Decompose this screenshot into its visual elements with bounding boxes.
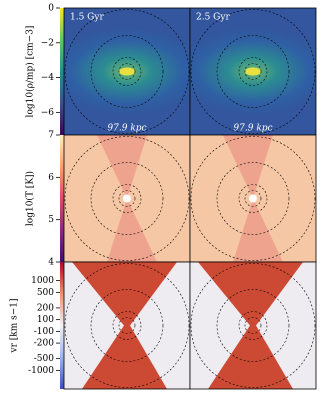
scale-label: 97.9 kpc (107, 124, 146, 134)
dashed-circle (112, 311, 142, 340)
y-tick-label: 500 (37, 288, 54, 298)
y-tick-label: −6 (41, 108, 55, 118)
y-axis-label: vr [km s−1] (10, 298, 20, 353)
dashed-circle (90, 35, 164, 108)
y-tick-label: 5 (48, 215, 54, 225)
colorbar (60, 262, 64, 389)
map-feature (233, 198, 283, 262)
y-axis-label: log10(ρ/mp) [cm−3] (25, 26, 36, 118)
dashed-circle (238, 311, 268, 340)
map-feature (245, 67, 261, 76)
colorbar (60, 135, 64, 262)
y-tick-label: -500 (34, 354, 54, 364)
colorbar (60, 8, 64, 135)
map-panel (64, 8, 190, 135)
dashed-circle (190, 263, 316, 388)
y-tick-label: -1000 (28, 366, 54, 376)
dashed-circle (244, 190, 262, 207)
time-label: 2.5 Gyr (196, 13, 230, 23)
map-feature (119, 67, 135, 76)
dashed-circle (112, 57, 142, 86)
map-feature (72, 262, 177, 326)
map-feature (107, 198, 157, 262)
map-feature (97, 135, 147, 199)
map-feature (123, 194, 131, 203)
map-panel (190, 8, 316, 135)
dashed-circle (238, 57, 268, 86)
y-tick-label: -100 (34, 327, 54, 337)
map-feature (223, 135, 273, 199)
y-tick-label: -200 (34, 339, 54, 349)
map-panel (64, 135, 190, 262)
map-feature (208, 325, 293, 389)
y-tick-label: 6 (48, 173, 54, 183)
map-feature (198, 262, 303, 326)
map-feature (249, 194, 257, 203)
dashed-circle (190, 136, 316, 261)
time-label: 1.5 Gyr (70, 13, 104, 23)
dashed-circle (216, 162, 290, 235)
dashed-circle (216, 35, 290, 108)
y-tick-label: 200 (37, 303, 54, 313)
y-tick-label: 4 (48, 258, 54, 268)
panel-frame (189, 261, 317, 390)
map-panel (64, 262, 190, 389)
dashed-circle (190, 9, 316, 134)
y-tick-label: −2 (41, 38, 54, 48)
map-feature (82, 325, 167, 389)
dashed-circle (90, 162, 164, 235)
y-tick-label: 7 (48, 131, 54, 141)
y-tick-label: 0 (48, 4, 54, 14)
dashed-circle (64, 9, 190, 134)
dashed-circle (244, 317, 262, 334)
dashed-circle (216, 289, 290, 362)
y-tick-label: 1000 (31, 276, 54, 286)
map-panel (190, 135, 316, 262)
dashed-circle (244, 63, 262, 80)
dashed-circle (90, 289, 164, 362)
dashed-circle (112, 184, 142, 213)
dashed-circle (238, 184, 268, 213)
y-axis-label: log10(T [K]) (25, 171, 36, 226)
y-tick-label: −4 (41, 73, 55, 83)
dashed-circle (64, 136, 190, 261)
map-panel (190, 262, 316, 389)
dashed-circle (118, 190, 136, 207)
dashed-circle (118, 317, 136, 334)
dashed-circle (64, 263, 190, 388)
dashed-circle (118, 63, 136, 80)
y-tick-label: 100 (37, 315, 54, 325)
scale-label: 97.9 kpc (233, 124, 272, 134)
